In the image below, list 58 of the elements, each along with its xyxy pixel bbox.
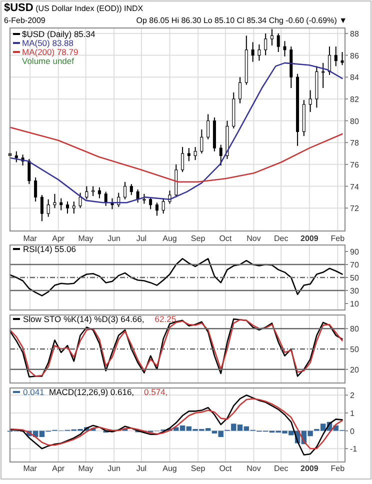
x-tick-label: Sep (190, 464, 206, 473)
annotation: Volume undef (22, 56, 75, 66)
text: Op 86.05 Hi 86.30 Lo 85.10 Cl 85.34 Chg -0.60 (-0.69%) ▼ (136, 16, 347, 25)
x-tick-label: Jul (136, 464, 147, 473)
y-tick-label: 50 (350, 274, 360, 282)
x-tick-label: Apr (52, 234, 65, 243)
y-tick-label: 0 (350, 426, 355, 436)
x-tick-label: 2009 (300, 464, 319, 473)
y-tick-label: 76 (350, 160, 360, 170)
x-tick-label: Sep (190, 234, 206, 243)
legend-label: RSI(14) 55.06 (23, 244, 76, 254)
x-tick-label: Oct (219, 464, 232, 473)
y-tick-label: 74 (350, 182, 360, 192)
x-tick-label: Dec (274, 234, 288, 243)
x-tick-label: Dec (274, 464, 288, 473)
x-tick-label: Jun (108, 234, 121, 243)
legend-label: Slow STO %K(14) %D(3) 64.66, (23, 314, 144, 324)
x-tick-label: 2009 (300, 234, 319, 243)
y-tick-label: 88 (350, 29, 360, 38)
x-tick-label: Jul (136, 234, 147, 243)
x-tick-label: Apr (52, 464, 65, 473)
x-tick-label: Mar (23, 234, 38, 243)
x-tick-label: Oct (219, 234, 232, 243)
legend-label: MA(50) 83.88 (22, 38, 74, 48)
y-tick-label: 78 (350, 138, 360, 148)
y-tick-label: -1 (350, 444, 358, 454)
y-tick-label: 90 (350, 248, 360, 256)
chart-title: $USD (US Dollar Index (EOD)) INDX (4, 2, 144, 14)
series-label: 62.25 (154, 314, 176, 324)
text: MACD(12,26,9) 0.616, (49, 387, 134, 397)
y-tick-label: 30 (350, 286, 360, 296)
y-tick-label: 72 (350, 204, 360, 214)
x-tick-label: Aug (162, 464, 177, 473)
legend-label: 0.041 (23, 387, 45, 397)
x-tick-label: Mar (23, 464, 38, 473)
y-tick-label: 10 (350, 300, 360, 308)
legend-label: MA(200) 78.79 (22, 47, 78, 57)
x-tick-label: Nov (246, 464, 261, 473)
y-tick-label: 1 (350, 408, 355, 418)
y-tick-label: 86 (350, 51, 360, 60)
y-tick-label: 80 (350, 324, 360, 334)
y-tick-label: 80 (350, 116, 360, 126)
x-tick-label: Nov (246, 234, 261, 243)
text: 0.574, (144, 387, 168, 397)
legend-label: $USD (Daily) 85.34 (22, 29, 96, 39)
y-tick-label: 82 (350, 94, 360, 104)
y-tick-label: 50 (350, 345, 360, 354)
y-tick-label: 2 (350, 391, 355, 400)
x-tick-label: Feb (330, 464, 346, 473)
y-tick-label: 20 (350, 365, 360, 374)
y-tick-label: 70 (350, 260, 360, 270)
x-tick-label: Jun (108, 464, 121, 473)
chart-subtitle: 6-Feb-2009 (4, 16, 46, 25)
y-tick-label: 84 (350, 73, 360, 82)
x-tick-label: May (78, 234, 94, 243)
x-tick-label: May (78, 464, 94, 473)
x-tick-label: Aug (162, 234, 177, 243)
x-tick-label: Feb (330, 234, 346, 243)
